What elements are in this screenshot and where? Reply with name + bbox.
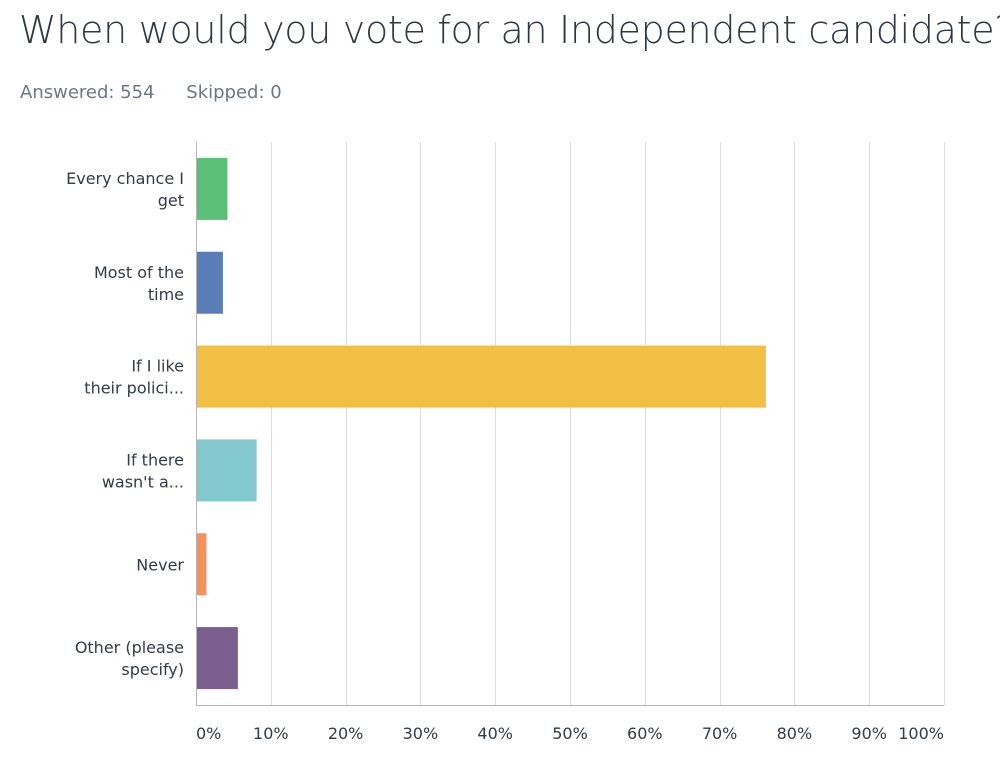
bar <box>197 157 228 220</box>
x-tick-label: 90% <box>851 724 887 743</box>
x-tick-label: 40% <box>477 724 513 743</box>
bar <box>197 533 207 596</box>
x-tick-label: 100% <box>898 724 944 743</box>
category-label: get <box>158 191 184 210</box>
bar <box>197 251 223 314</box>
x-tick-label: 50% <box>552 724 588 743</box>
category-label: their polici... <box>84 379 184 398</box>
answered-count: Answered: 554 <box>20 82 155 103</box>
category-label: If there <box>126 450 184 469</box>
category-label: Never <box>136 555 184 574</box>
x-tick-label: 30% <box>403 724 439 743</box>
bar <box>197 627 238 690</box>
category-label: time <box>148 285 184 304</box>
category-label: Most of the <box>94 263 184 282</box>
x-tick-label: 20% <box>328 724 364 743</box>
category-label: Other (please <box>75 638 184 657</box>
category-label: specify) <box>121 660 184 679</box>
bar <box>197 439 257 502</box>
x-tick-label: 70% <box>702 724 738 743</box>
chart-title: When would you vote for an Independent c… <box>19 8 1000 52</box>
x-tick-label: 0% <box>196 724 221 743</box>
category-label: wasn't a... <box>102 472 184 491</box>
x-tick-label: 80% <box>777 724 813 743</box>
x-tick-label: 60% <box>627 724 663 743</box>
bar <box>197 345 766 408</box>
category-label: Every chance I <box>66 169 184 188</box>
response-stats: Answered: 554 Skipped: 0 <box>20 82 282 103</box>
skipped-count: Skipped: 0 <box>186 82 282 103</box>
x-tick-label: 10% <box>253 724 289 743</box>
category-label: If I like <box>131 357 184 376</box>
